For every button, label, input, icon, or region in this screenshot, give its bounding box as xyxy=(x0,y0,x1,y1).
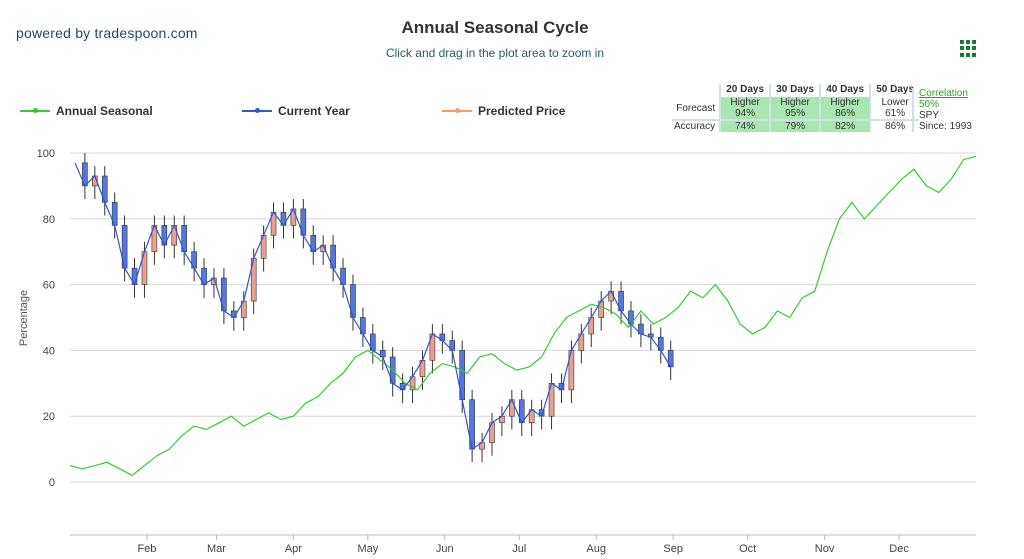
forecast-cell-20: Higher 94% xyxy=(719,97,771,120)
x-axis-ticks: Feb Mar Apr May Jun Jul Aug Sep Oct Nov Dec xyxy=(137,535,909,555)
y-axis-label: Percentage xyxy=(18,290,30,346)
correlation-box: Correlation 50% SPY Since: 1993 xyxy=(912,88,972,132)
chart-subtitle: Click and drag in the plot area to zoom … xyxy=(385,46,605,60)
header-50-days: 50 Days xyxy=(869,84,920,97)
forecast-table: 20 Days 30 Days 40 Days 50 Days Forecast… xyxy=(672,84,920,132)
legend-swatch-predicted xyxy=(442,108,472,113)
x-tick-label: Feb xyxy=(137,543,156,555)
header-40-days: 40 Days xyxy=(819,84,871,97)
series-annual-seasonal-line xyxy=(69,155,977,477)
forecast-cell-50: Lower 61% xyxy=(869,97,920,120)
y-tick-label: 60 xyxy=(43,280,55,292)
legend-label: Current Year xyxy=(278,104,350,118)
current-year-candles xyxy=(82,153,674,463)
y-tick-label: 80 xyxy=(43,214,55,226)
x-tick-label: May xyxy=(357,543,378,555)
x-tick-label: Sep xyxy=(663,543,683,555)
legend-swatch-seasonal xyxy=(20,108,50,113)
legend-label: Annual Seasonal xyxy=(56,104,153,118)
legend-swatch-current xyxy=(242,108,272,113)
menu-grid-icon[interactable] xyxy=(960,40,977,57)
chart-title: Annual Seasonal Cycle xyxy=(401,18,589,37)
powered-by-link[interactable]: powered by tradespoon.com xyxy=(16,25,198,41)
correlation-since: Since: 1993 xyxy=(919,121,972,132)
accuracy-row-label: Accuracy xyxy=(672,119,721,132)
y-tick-label: 40 xyxy=(43,345,55,357)
legend-annual-seasonal[interactable]: Annual Seasonal xyxy=(20,104,153,118)
grid-lines xyxy=(70,152,976,536)
accuracy-cell-20: 74% xyxy=(719,119,771,132)
header-30-days: 30 Days xyxy=(769,84,821,97)
x-tick-label: Dec xyxy=(889,543,909,555)
legend-current-year[interactable]: Current Year xyxy=(242,104,350,118)
header-20-days: 20 Days xyxy=(719,84,771,97)
y-tick-label: 100 xyxy=(37,148,55,160)
x-tick-label: Jul xyxy=(512,543,526,555)
accuracy-cell-50: 86% xyxy=(869,119,920,132)
legend-predicted-price[interactable]: Predicted Price xyxy=(442,104,565,118)
legend-label: Predicted Price xyxy=(478,104,566,118)
forecast-cell-40: Higher 86% xyxy=(819,97,871,120)
series-current-year-line xyxy=(74,162,672,451)
correlation-link[interactable]: Correlation xyxy=(919,88,968,99)
x-tick-label: Jun xyxy=(436,543,454,555)
forecast-cell-30: Higher 95% xyxy=(769,97,821,120)
accuracy-cell-30: 79% xyxy=(769,119,821,132)
accuracy-cell-40: 82% xyxy=(819,119,871,132)
x-tick-label: Oct xyxy=(739,543,756,555)
x-tick-label: Apr xyxy=(285,543,302,555)
y-tick-label: 0 xyxy=(49,477,55,489)
x-tick-label: Mar xyxy=(207,543,226,555)
y-axis-ticks: 0 20 40 60 80 100 xyxy=(37,148,55,489)
y-tick-label: 20 xyxy=(43,411,55,423)
correlation-value: 50% xyxy=(919,99,940,110)
forecast-row-label: Forecast xyxy=(676,102,716,114)
x-tick-label: Aug xyxy=(586,543,606,555)
x-tick-label: Nov xyxy=(815,543,835,555)
correlation-symbol: SPY xyxy=(919,110,940,121)
